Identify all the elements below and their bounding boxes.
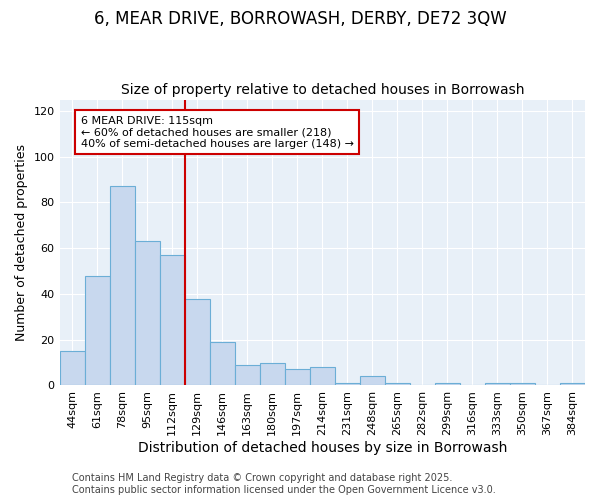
Text: Contains HM Land Registry data © Crown copyright and database right 2025.
Contai: Contains HM Land Registry data © Crown c… [72, 474, 496, 495]
Bar [560, 383, 585, 386]
X-axis label: Distribution of detached houses by size in Borrowash: Distribution of detached houses by size … [137, 441, 507, 455]
Bar [160, 255, 185, 386]
Text: 6 MEAR DRIVE: 115sqm
← 60% of detached houses are smaller (218)
40% of semi-deta: 6 MEAR DRIVE: 115sqm ← 60% of detached h… [81, 116, 354, 149]
Bar [134, 242, 160, 386]
Text: 6, MEAR DRIVE, BORROWASH, DERBY, DE72 3QW: 6, MEAR DRIVE, BORROWASH, DERBY, DE72 3Q… [94, 10, 506, 28]
Bar [85, 276, 110, 386]
Bar [110, 186, 134, 386]
Bar [285, 370, 310, 386]
Y-axis label: Number of detached properties: Number of detached properties [15, 144, 28, 341]
Bar [209, 342, 235, 386]
Bar [485, 383, 510, 386]
Bar [510, 383, 535, 386]
Bar [335, 383, 360, 386]
Bar [59, 351, 85, 386]
Bar [260, 362, 285, 386]
Bar [360, 376, 385, 386]
Bar [185, 298, 209, 386]
Bar [235, 365, 260, 386]
Bar [435, 383, 460, 386]
Bar [385, 383, 410, 386]
Title: Size of property relative to detached houses in Borrowash: Size of property relative to detached ho… [121, 83, 524, 97]
Bar [310, 367, 335, 386]
